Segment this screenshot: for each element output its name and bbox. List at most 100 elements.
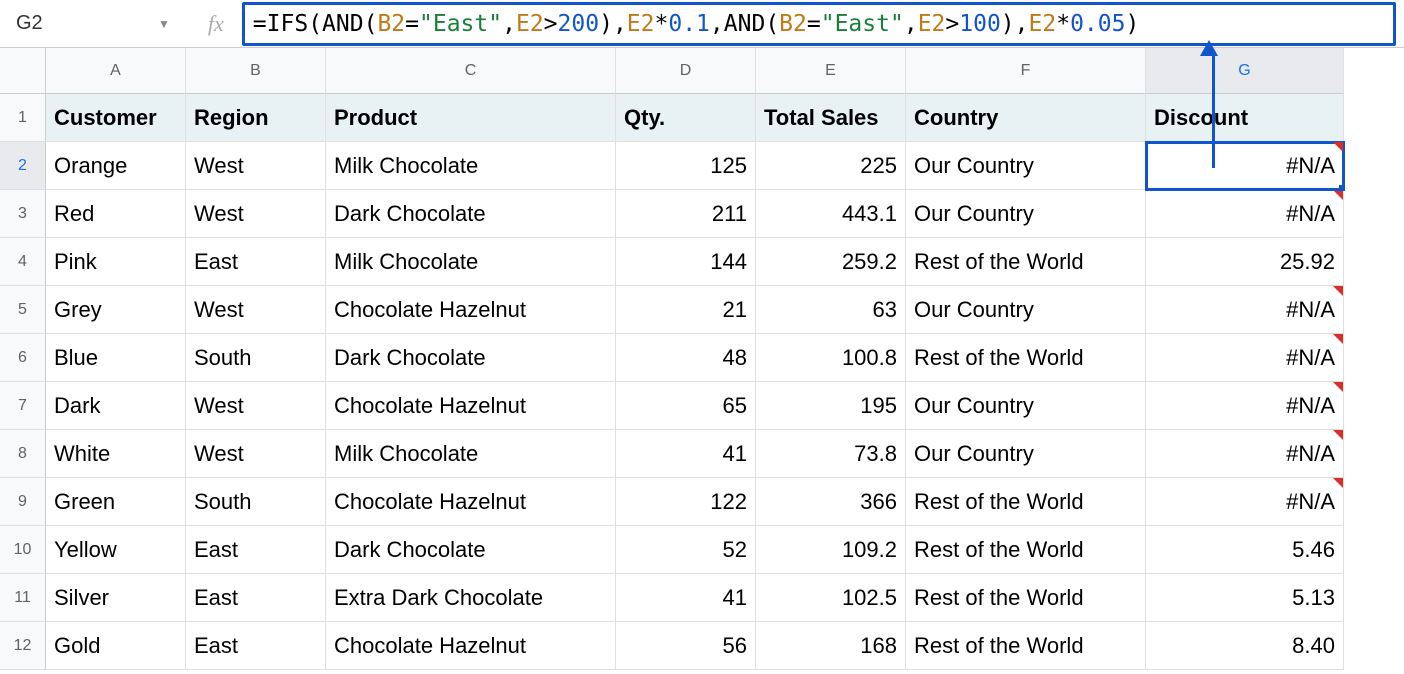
cell-E11[interactable]: 102.5	[756, 574, 906, 622]
cell-D5[interactable]: 21	[616, 286, 756, 334]
cell-B6[interactable]: South	[186, 334, 326, 382]
column-header-C[interactable]: C	[326, 48, 616, 94]
cell-E6[interactable]: 100.8	[756, 334, 906, 382]
cell-E5[interactable]: 63	[756, 286, 906, 334]
column-header-F[interactable]: F	[906, 48, 1146, 94]
row-header-8[interactable]: 8	[0, 430, 46, 478]
cell-B8[interactable]: West	[186, 430, 326, 478]
cell-E2[interactable]: 225	[756, 142, 906, 190]
cell-A11[interactable]: Silver	[46, 574, 186, 622]
cell-E4[interactable]: 259.2	[756, 238, 906, 286]
cell-A8[interactable]: White	[46, 430, 186, 478]
cell-G4[interactable]: 25.92	[1146, 238, 1344, 286]
row-header-1[interactable]: 1	[0, 94, 46, 142]
cell-C5[interactable]: Chocolate Hazelnut	[326, 286, 616, 334]
select-all-corner[interactable]	[0, 48, 46, 94]
cell-C4[interactable]: Milk Chocolate	[326, 238, 616, 286]
cell-G9[interactable]: #N/A	[1146, 478, 1344, 526]
cell-D8[interactable]: 41	[616, 430, 756, 478]
header-cell-discount[interactable]: Discount	[1146, 94, 1344, 142]
column-header-A[interactable]: A	[46, 48, 186, 94]
cell-B12[interactable]: East	[186, 622, 326, 670]
row-header-4[interactable]: 4	[0, 238, 46, 286]
cell-E10[interactable]: 109.2	[756, 526, 906, 574]
header-cell-qty-[interactable]: Qty.	[616, 94, 756, 142]
cell-B10[interactable]: East	[186, 526, 326, 574]
cell-B9[interactable]: South	[186, 478, 326, 526]
cell-A9[interactable]: Green	[46, 478, 186, 526]
cell-A2[interactable]: Orange	[46, 142, 186, 190]
cell-E12[interactable]: 168	[756, 622, 906, 670]
column-header-G[interactable]: G	[1146, 48, 1344, 94]
name-box-dropdown-icon[interactable]: ▼	[158, 17, 170, 31]
header-cell-total-sales[interactable]: Total Sales	[756, 94, 906, 142]
cell-C6[interactable]: Dark Chocolate	[326, 334, 616, 382]
cell-B5[interactable]: West	[186, 286, 326, 334]
cell-F6[interactable]: Rest of the World	[906, 334, 1146, 382]
row-header-5[interactable]: 5	[0, 286, 46, 334]
cell-B7[interactable]: West	[186, 382, 326, 430]
cell-B4[interactable]: East	[186, 238, 326, 286]
cell-C8[interactable]: Milk Chocolate	[326, 430, 616, 478]
cell-B2[interactable]: West	[186, 142, 326, 190]
column-header-B[interactable]: B	[186, 48, 326, 94]
name-box[interactable]: G2	[8, 8, 148, 39]
cell-A4[interactable]: Pink	[46, 238, 186, 286]
cell-B11[interactable]: East	[186, 574, 326, 622]
cell-D10[interactable]: 52	[616, 526, 756, 574]
row-header-2[interactable]: 2	[0, 142, 46, 190]
cell-G3[interactable]: #N/A	[1146, 190, 1344, 238]
cell-F4[interactable]: Rest of the World	[906, 238, 1146, 286]
cell-A5[interactable]: Grey	[46, 286, 186, 334]
column-header-E[interactable]: E	[756, 48, 906, 94]
cell-G2[interactable]: #N/A	[1146, 142, 1344, 190]
cell-D12[interactable]: 56	[616, 622, 756, 670]
cell-B3[interactable]: West	[186, 190, 326, 238]
formula-input[interactable]: =IFS(AND(B2="East",E2>200),E2*0.1,AND(B2…	[242, 2, 1396, 46]
row-header-3[interactable]: 3	[0, 190, 46, 238]
cell-F9[interactable]: Rest of the World	[906, 478, 1146, 526]
header-cell-country[interactable]: Country	[906, 94, 1146, 142]
cell-C9[interactable]: Chocolate Hazelnut	[326, 478, 616, 526]
cell-C10[interactable]: Dark Chocolate	[326, 526, 616, 574]
header-cell-customer[interactable]: Customer	[46, 94, 186, 142]
fill-handle[interactable]	[1339, 185, 1344, 190]
row-header-12[interactable]: 12	[0, 622, 46, 670]
cell-A7[interactable]: Dark	[46, 382, 186, 430]
column-header-D[interactable]: D	[616, 48, 756, 94]
cell-A6[interactable]: Blue	[46, 334, 186, 382]
cell-G11[interactable]: 5.13	[1146, 574, 1344, 622]
cell-F5[interactable]: Our Country	[906, 286, 1146, 334]
cell-F8[interactable]: Our Country	[906, 430, 1146, 478]
cell-G6[interactable]: #N/A	[1146, 334, 1344, 382]
cell-E3[interactable]: 443.1	[756, 190, 906, 238]
row-header-11[interactable]: 11	[0, 574, 46, 622]
cell-A3[interactable]: Red	[46, 190, 186, 238]
cell-C12[interactable]: Chocolate Hazelnut	[326, 622, 616, 670]
cell-F2[interactable]: Our Country	[906, 142, 1146, 190]
row-header-10[interactable]: 10	[0, 526, 46, 574]
cell-E7[interactable]: 195	[756, 382, 906, 430]
cell-D2[interactable]: 125	[616, 142, 756, 190]
cell-G7[interactable]: #N/A	[1146, 382, 1344, 430]
cell-G8[interactable]: #N/A	[1146, 430, 1344, 478]
cell-F11[interactable]: Rest of the World	[906, 574, 1146, 622]
row-header-6[interactable]: 6	[0, 334, 46, 382]
header-cell-region[interactable]: Region	[186, 94, 326, 142]
cell-A12[interactable]: Gold	[46, 622, 186, 670]
cell-D4[interactable]: 144	[616, 238, 756, 286]
cell-D6[interactable]: 48	[616, 334, 756, 382]
cell-G12[interactable]: 8.40	[1146, 622, 1344, 670]
cell-F3[interactable]: Our Country	[906, 190, 1146, 238]
cell-D3[interactable]: 211	[616, 190, 756, 238]
cell-A10[interactable]: Yellow	[46, 526, 186, 574]
cell-D9[interactable]: 122	[616, 478, 756, 526]
cell-E9[interactable]: 366	[756, 478, 906, 526]
cell-C7[interactable]: Chocolate Hazelnut	[326, 382, 616, 430]
cell-G10[interactable]: 5.46	[1146, 526, 1344, 574]
cell-E8[interactable]: 73.8	[756, 430, 906, 478]
cell-D11[interactable]: 41	[616, 574, 756, 622]
cell-C3[interactable]: Dark Chocolate	[326, 190, 616, 238]
cell-F10[interactable]: Rest of the World	[906, 526, 1146, 574]
cell-F7[interactable]: Our Country	[906, 382, 1146, 430]
